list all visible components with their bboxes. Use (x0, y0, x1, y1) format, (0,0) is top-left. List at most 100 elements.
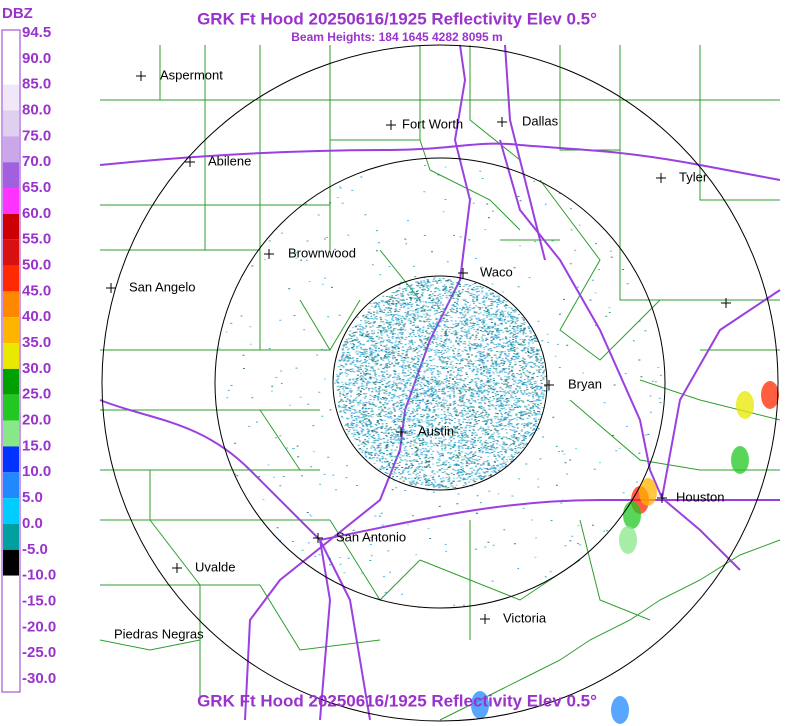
legend-label: 60.0 (22, 205, 51, 222)
legend-swatch (3, 498, 19, 524)
legend-swatch (3, 136, 19, 163)
echo-cluster (234, 174, 650, 560)
city-label: Waco (480, 264, 513, 279)
legend-label: -5.0 (22, 541, 48, 558)
city-marker (313, 533, 323, 543)
city-marker (185, 157, 195, 167)
city-label: Dallas (522, 113, 559, 128)
storm-cell (611, 696, 629, 724)
city-label: Piedras Negras (114, 626, 204, 641)
title: GRK Ft Hood 20250616/1925 Reflectivity E… (197, 9, 597, 28)
legend-label: 70.0 (22, 153, 51, 170)
legend-label: -30.0 (22, 670, 56, 687)
legend-swatch (3, 446, 19, 473)
city-label: San Antonio (336, 529, 406, 544)
footer-title: GRK Ft Hood 20250616/1925 Reflectivity E… (197, 691, 597, 710)
city-marker (544, 380, 554, 390)
legend-swatch (3, 213, 19, 240)
city-marker (721, 298, 731, 308)
legend-label: 65.0 (22, 179, 51, 196)
storm-cell (761, 381, 779, 409)
city-marker (106, 283, 116, 293)
legend-swatch (3, 317, 19, 344)
legend-label: 15.0 (22, 437, 51, 454)
city-label: Brownwood (288, 245, 356, 260)
legend-label: 85.0 (22, 76, 51, 93)
range-ring (332, 275, 548, 491)
city-label: Abilene (208, 153, 251, 168)
legend-swatch (3, 523, 19, 550)
city-marker (386, 120, 396, 130)
subtitle: Beam Heights: 184 1645 4282 8095 m (291, 30, 502, 44)
legend-label: 0.0 (22, 515, 43, 532)
legend-label: 35.0 (22, 334, 51, 351)
city-marker (656, 173, 666, 183)
legend-swatch (3, 265, 19, 292)
legend-swatch (3, 110, 19, 137)
legend-label: -15.0 (22, 592, 56, 609)
legend-swatch (3, 420, 19, 447)
legend-label: 75.0 (22, 127, 51, 144)
coastline (439, 539, 781, 721)
city-marker (264, 249, 274, 259)
legend-swatch (3, 368, 19, 395)
city-label: Uvalde (195, 559, 235, 574)
legend-swatch (3, 84, 19, 111)
legend-swatch (3, 58, 19, 85)
legend-label: -10.0 (22, 567, 56, 584)
cities: Aspermont Fort Worth Dallas Abilene Tyler Bro… (106, 67, 731, 641)
legend-label: -25.0 (22, 644, 56, 661)
legend-swatch (3, 472, 19, 499)
city-marker (657, 493, 667, 503)
storm-cell (736, 391, 754, 419)
range-ring (214, 157, 666, 609)
city-label: Bryan (568, 376, 602, 391)
storm-cell (623, 501, 641, 529)
city-label: Houston (676, 489, 724, 504)
storm-cell (731, 446, 749, 474)
legend-label: 20.0 (22, 412, 51, 429)
legend-label: 50.0 (22, 257, 51, 274)
legend-label: 80.0 (22, 101, 51, 118)
legend-swatch (3, 394, 19, 421)
city-label: Victoria (503, 610, 547, 625)
legend-unit: DBZ (2, 5, 33, 22)
radar-echoes (218, 165, 779, 724)
legend-swatch (3, 162, 19, 189)
legend-label: 55.0 (22, 231, 51, 248)
legend-label: 94.5 (22, 24, 51, 41)
legend-swatch (3, 33, 19, 59)
legend-swatch (3, 575, 19, 602)
range-rings (101, 44, 779, 722)
storm-cell (639, 478, 657, 506)
city-label: Austin (418, 423, 454, 438)
legend-swatch (3, 343, 19, 369)
range-ring (101, 44, 779, 722)
city-marker (458, 268, 468, 278)
city-marker (172, 563, 182, 573)
legend-swatch (3, 549, 19, 576)
legend-label: 90.0 (22, 50, 51, 67)
legend-swatch (3, 601, 19, 628)
legend-label: 45.0 (22, 282, 51, 299)
city-marker (497, 117, 507, 127)
legend-swatch (3, 188, 19, 214)
city-marker (136, 71, 146, 81)
legend-label: 25.0 (22, 386, 51, 403)
legend-swatch (3, 653, 19, 679)
legend-swatch (3, 627, 19, 654)
city-label: San Angelo (129, 279, 196, 294)
legend-swatch (3, 291, 19, 318)
color-legend: DBZ 94.5 90.0 85.0 80.0 75.0 70.0 65.0 60.0 55.0… (1, 5, 56, 693)
legend-label: -20.0 (22, 618, 56, 635)
legend-label: 30.0 (22, 360, 51, 377)
legend-label: 10.0 (22, 463, 51, 480)
legend-label: 40.0 (22, 308, 51, 325)
city-label: Fort Worth (402, 116, 463, 131)
city-label: Aspermont (160, 67, 223, 82)
legend-label: 5.0 (22, 489, 43, 506)
legend-swatch (3, 239, 19, 266)
city-marker (480, 614, 490, 624)
storm-cell (471, 691, 489, 719)
